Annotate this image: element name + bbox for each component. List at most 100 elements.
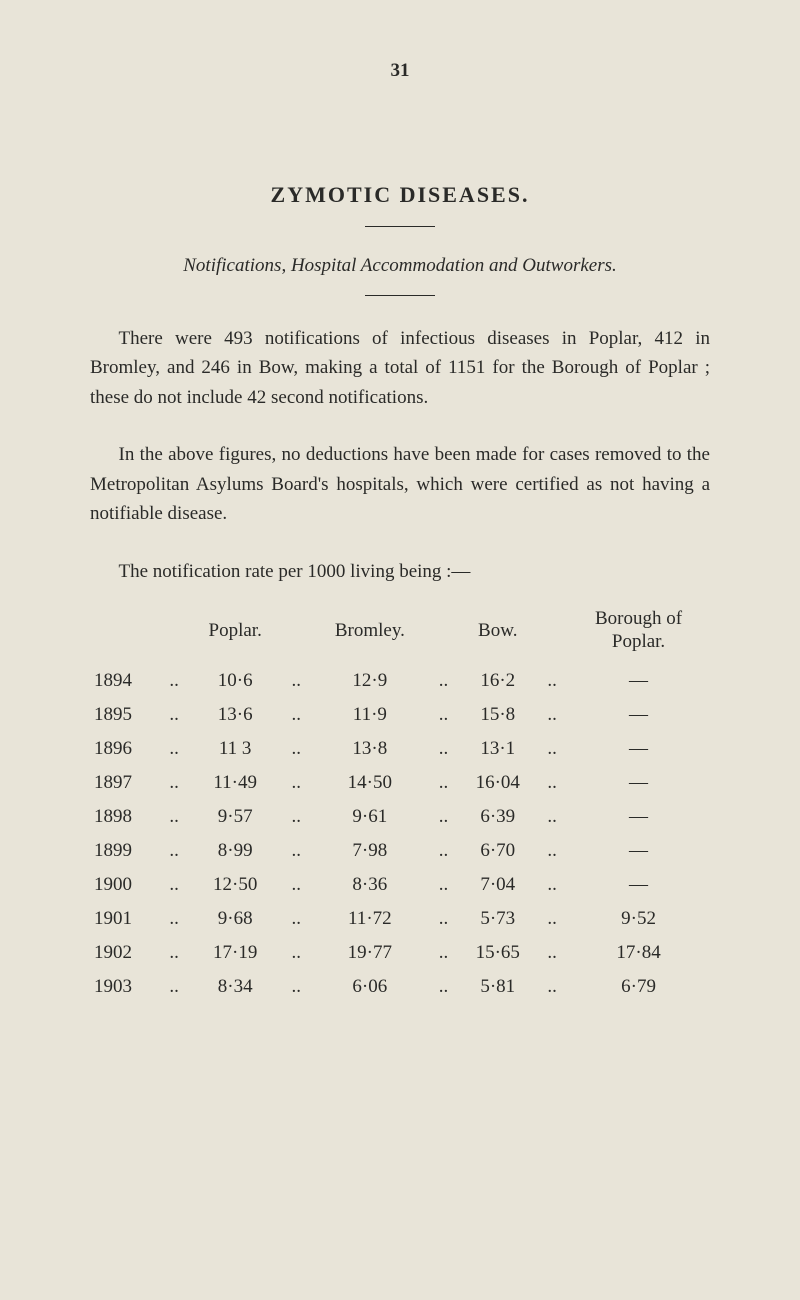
cell-bow: 5·73 — [458, 902, 537, 936]
cell-bow: 16·04 — [458, 766, 537, 800]
table-row: 1895..13·6..11·9..15·8..— — [90, 698, 710, 732]
header-bromley: Bromley. — [311, 602, 428, 664]
cell-borough: — — [567, 732, 710, 766]
paragraph: In the above figures, no deductions have… — [90, 440, 710, 528]
cell-bromley: 13·8 — [311, 732, 428, 766]
cell-separator: .. — [281, 936, 311, 970]
cell-poplar: 11 3 — [189, 732, 281, 766]
cell-separator: .. — [537, 970, 567, 1004]
header-borough-line1: Borough of — [595, 608, 682, 629]
notification-rate-table: Poplar. Bromley. Bow. Borough of Poplar.… — [90, 602, 710, 1004]
cell-poplar: 17·19 — [189, 936, 281, 970]
cell-borough: — — [567, 868, 710, 902]
cell-borough: 6·79 — [567, 970, 710, 1004]
header-sep — [537, 602, 567, 664]
table-row: 1900..12·50..8·36..7·04..— — [90, 868, 710, 902]
cell-year: 1903 — [90, 970, 159, 1004]
cell-separator: .. — [537, 834, 567, 868]
cell-separator: .. — [159, 800, 189, 834]
header-borough-line2: Poplar. — [612, 631, 665, 652]
cell-borough: — — [567, 664, 710, 698]
subtitle: Notifications, Hospital Accommodation an… — [90, 255, 710, 277]
cell-bow: 5·81 — [458, 970, 537, 1004]
header-borough: Borough of Poplar. — [567, 602, 710, 664]
cell-poplar: 13·6 — [189, 698, 281, 732]
cell-bow: 7·04 — [458, 868, 537, 902]
section-title: ZYMOTIC DISEASES. — [90, 182, 710, 208]
cell-bromley: 6·06 — [311, 970, 428, 1004]
cell-poplar: 9·57 — [189, 800, 281, 834]
cell-separator: .. — [537, 902, 567, 936]
cell-separator: .. — [281, 800, 311, 834]
subtitle-part-2: Hospital Accommodation and Outworkers. — [291, 255, 617, 276]
cell-year: 1897 — [90, 766, 159, 800]
cell-borough: 9·52 — [567, 902, 710, 936]
cell-separator: .. — [159, 766, 189, 800]
header-sep — [159, 602, 189, 664]
horizontal-rule — [365, 226, 435, 227]
table-row: 1901..9·68..11·72..5·73..9·52 — [90, 902, 710, 936]
cell-separator: .. — [428, 868, 458, 902]
cell-separator: .. — [159, 970, 189, 1004]
cell-bromley: 7·98 — [311, 834, 428, 868]
cell-separator: .. — [428, 902, 458, 936]
cell-year: 1899 — [90, 834, 159, 868]
cell-bromley: 8·36 — [311, 868, 428, 902]
cell-bow: 13·1 — [458, 732, 537, 766]
cell-separator: .. — [537, 800, 567, 834]
table-row: 1899..8·99..7·98..6·70..— — [90, 834, 710, 868]
page-number: 31 — [90, 60, 710, 82]
cell-borough: 17·84 — [567, 936, 710, 970]
cell-separator: .. — [537, 664, 567, 698]
cell-poplar: 12·50 — [189, 868, 281, 902]
cell-borough: — — [567, 698, 710, 732]
cell-poplar: 9·68 — [189, 902, 281, 936]
cell-poplar: 11·49 — [189, 766, 281, 800]
table-intro: The notification rate per 1000 living be… — [90, 557, 710, 586]
cell-separator: .. — [428, 936, 458, 970]
cell-year: 1901 — [90, 902, 159, 936]
cell-separator: .. — [537, 766, 567, 800]
cell-separator: .. — [537, 698, 567, 732]
cell-bromley: 12·9 — [311, 664, 428, 698]
header-blank — [90, 602, 159, 664]
header-sep — [428, 602, 458, 664]
cell-separator: .. — [159, 664, 189, 698]
paragraph: There were 493 notifications of infectio… — [90, 324, 710, 412]
cell-separator: .. — [428, 732, 458, 766]
cell-separator: .. — [428, 834, 458, 868]
cell-separator: .. — [428, 970, 458, 1004]
table-row: 1902..17·19..19·77..15·65..17·84 — [90, 936, 710, 970]
cell-poplar: 8·99 — [189, 834, 281, 868]
cell-separator: .. — [537, 868, 567, 902]
cell-borough: — — [567, 800, 710, 834]
header-bow: Bow. — [458, 602, 537, 664]
cell-bromley: 9·61 — [311, 800, 428, 834]
cell-separator: .. — [281, 698, 311, 732]
cell-separator: .. — [281, 732, 311, 766]
subtitle-part-1: Notifications — [183, 255, 281, 276]
cell-bow: 16·2 — [458, 664, 537, 698]
cell-year: 1894 — [90, 664, 159, 698]
cell-separator: .. — [159, 834, 189, 868]
table-row: 1903..8·34..6·06..5·81..6·79 — [90, 970, 710, 1004]
table-row: 1894..10·6..12·9..16·2..— — [90, 664, 710, 698]
cell-borough: — — [567, 834, 710, 868]
subtitle-comma: , — [281, 255, 291, 276]
cell-year: 1895 — [90, 698, 159, 732]
cell-bromley: 11·72 — [311, 902, 428, 936]
cell-separator: .. — [428, 664, 458, 698]
horizontal-rule — [365, 295, 435, 296]
cell-bromley: 19·77 — [311, 936, 428, 970]
table-row: 1896..11 3..13·8..13·1..— — [90, 732, 710, 766]
cell-separator: .. — [159, 902, 189, 936]
cell-separator: .. — [159, 732, 189, 766]
cell-poplar: 10·6 — [189, 664, 281, 698]
cell-bow: 15·8 — [458, 698, 537, 732]
table-header-row: Poplar. Bromley. Bow. Borough of Poplar. — [90, 602, 710, 664]
table-body: 1894..10·6..12·9..16·2..—1895..13·6..11·… — [90, 664, 710, 1004]
document-page: 31 ZYMOTIC DISEASES. Notifications, Hosp… — [0, 0, 800, 1300]
cell-separator: .. — [281, 766, 311, 800]
cell-separator: .. — [428, 698, 458, 732]
cell-separator: .. — [281, 664, 311, 698]
